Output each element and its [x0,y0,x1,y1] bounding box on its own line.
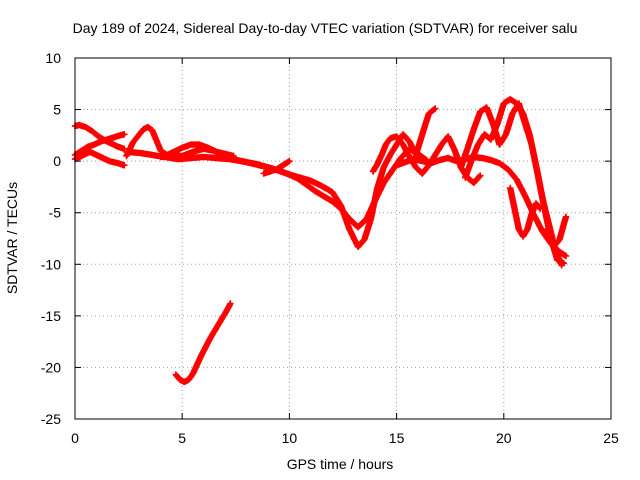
data-point [260,157,293,177]
y-tick-label: -5 [49,205,62,221]
data-point [172,300,234,386]
x-tick-label: 20 [496,430,512,446]
series-arc-14 [172,300,234,386]
y-axis-label: SDTVAR / TECUs [4,182,20,294]
plot-frame [74,57,612,420]
y-tick-label: 0 [53,153,61,169]
grid [75,58,611,419]
y-tick-label: -10 [41,256,61,272]
series-arc-6 [157,105,439,250]
x-tick-label: 5 [178,430,186,446]
x-tick-label: 15 [389,430,405,446]
x-tick-label: 25 [603,430,619,446]
y-tick-label: 10 [45,50,61,66]
data-point [157,105,439,250]
y-tick-label: 5 [53,102,61,118]
y-tick-label: -20 [41,359,61,375]
y-tick-label: -25 [41,411,61,427]
x-tick-label: 0 [71,430,79,446]
data-point [507,184,544,240]
x-tick-label: 10 [282,430,298,446]
axis-ticks: 0 5 10 15 20 25 -25 -20 -15 -10 -5 0 5 10 [41,50,619,446]
plot-area [71,96,570,386]
x-axis-label: GPS time / hours [287,456,394,472]
series-arc-7 [260,157,293,177]
series-arc-12 [507,184,544,240]
series-arc-13 [543,213,570,248]
y-tick-label: -15 [41,308,61,324]
data-point [543,213,570,248]
chart-title: Day 189 of 2024, Sidereal Day-to-day VTE… [73,20,578,36]
